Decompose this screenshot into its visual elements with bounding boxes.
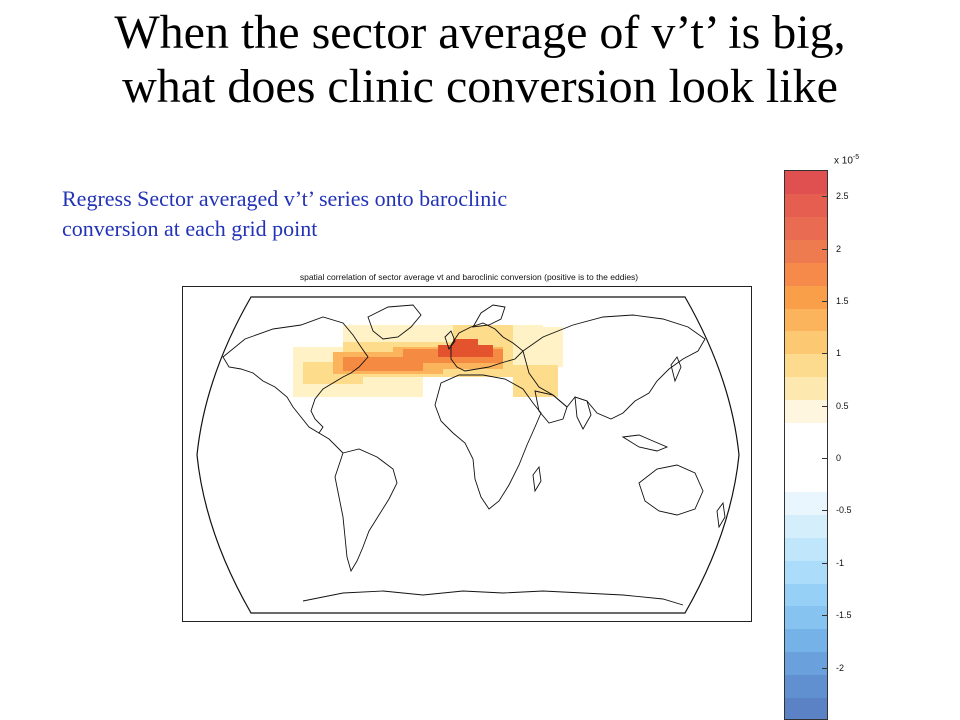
colorbar-band: [785, 514, 827, 539]
colorbar-tick-label: 0: [836, 453, 842, 464]
colorbar-band: [785, 698, 827, 719]
indonesia-outline: [621, 434, 669, 452]
coastlines: [222, 304, 726, 606]
world-map: [182, 286, 752, 622]
colorbar: [784, 170, 828, 720]
correlation-highlight: [293, 325, 563, 397]
colorbar-tick: [822, 458, 828, 460]
india-outline: [574, 396, 592, 430]
colorbar-band: [785, 560, 827, 584]
colorbar-band: [785, 239, 827, 264]
colorbar-band: [785, 537, 827, 562]
new-zealand-outline: [716, 501, 726, 529]
colorbar-band: [785, 491, 827, 516]
colorbar-band: [785, 606, 827, 630]
greenland-outline: [367, 304, 422, 340]
colorbar-tick: [822, 353, 828, 355]
colorbar-tick: [822, 510, 828, 512]
caption: Regress Sector averaged v’t’ series onto…: [62, 184, 742, 244]
colorbar-tick-label: 1.5: [836, 295, 849, 306]
colorbar-tick-label: -0.5: [836, 505, 852, 516]
slide-title: When the sector average of v’t’ is big, …: [0, 6, 960, 114]
colorbar-scale-label: x 10-5: [834, 154, 859, 166]
colorbar-tick-label: 2: [836, 243, 842, 254]
colorbar-tick-label: 0.5: [836, 400, 849, 411]
colorbar-band: [785, 331, 827, 355]
africa-outline: [434, 374, 542, 510]
colorbar-tick: [822, 248, 828, 250]
scandinavia-outline: [472, 304, 506, 328]
colorbar-tick-label: -2: [836, 662, 845, 673]
colorbar-scale-exponent: -5: [852, 154, 860, 161]
world-map-svg: [196, 296, 740, 614]
colorbar-tick: [822, 196, 828, 198]
asia-outline: [522, 314, 706, 420]
colorbar-scale-base: x 10: [834, 155, 853, 167]
colorbar-tick-label: 2.5: [836, 191, 849, 202]
colorbar-band: [785, 285, 827, 309]
colorbar-band: [785, 583, 827, 607]
colorbar-band: [785, 629, 827, 653]
colorbar-band: [785, 446, 827, 470]
colorbar-tick: [822, 615, 828, 617]
title-line-1: When the sector average of v’t’ is big,: [114, 6, 846, 59]
colorbar-band: [785, 308, 827, 332]
colorbar-band: [785, 400, 827, 424]
australia-outline: [638, 464, 704, 516]
colorbar-band: [785, 193, 827, 218]
colorbar-band: [785, 262, 827, 287]
north-america-outline: [222, 316, 369, 434]
colorbar-band: [785, 354, 827, 378]
colorbar-tick: [822, 300, 828, 302]
caption-line-1: Regress Sector averaged v’t’ series onto…: [62, 186, 508, 211]
colorbar-band: [785, 652, 827, 676]
colorbar-band: [785, 171, 827, 195]
colorbar-band: [785, 675, 827, 699]
colorbar-tick-label: -1: [836, 557, 845, 568]
europe-outline: [450, 322, 524, 372]
map-title: spatial correlation of sector average vt…: [299, 272, 639, 282]
colorbar-tick: [822, 667, 828, 669]
central-america-outline: [318, 432, 344, 454]
japan-outline: [670, 356, 682, 383]
colorbar-tick-label: -1.5: [836, 610, 852, 621]
title-line-2: what does clinic conversion look like: [122, 60, 838, 113]
antarctica-outline: [302, 590, 684, 606]
colorbar-band: [785, 423, 827, 447]
caption-line-2: conversion at each grid point: [62, 216, 318, 241]
south-america-outline: [334, 448, 398, 573]
colorbar-band: [785, 468, 827, 493]
colorbar-band: [785, 216, 827, 241]
colorbar-tick-label: 1: [836, 348, 842, 359]
britain-outline: [444, 330, 456, 350]
colorbar-tick: [822, 562, 828, 564]
colorbar-tick: [822, 405, 828, 407]
colorbar-band: [785, 377, 827, 401]
madagascar-outline: [532, 465, 542, 493]
